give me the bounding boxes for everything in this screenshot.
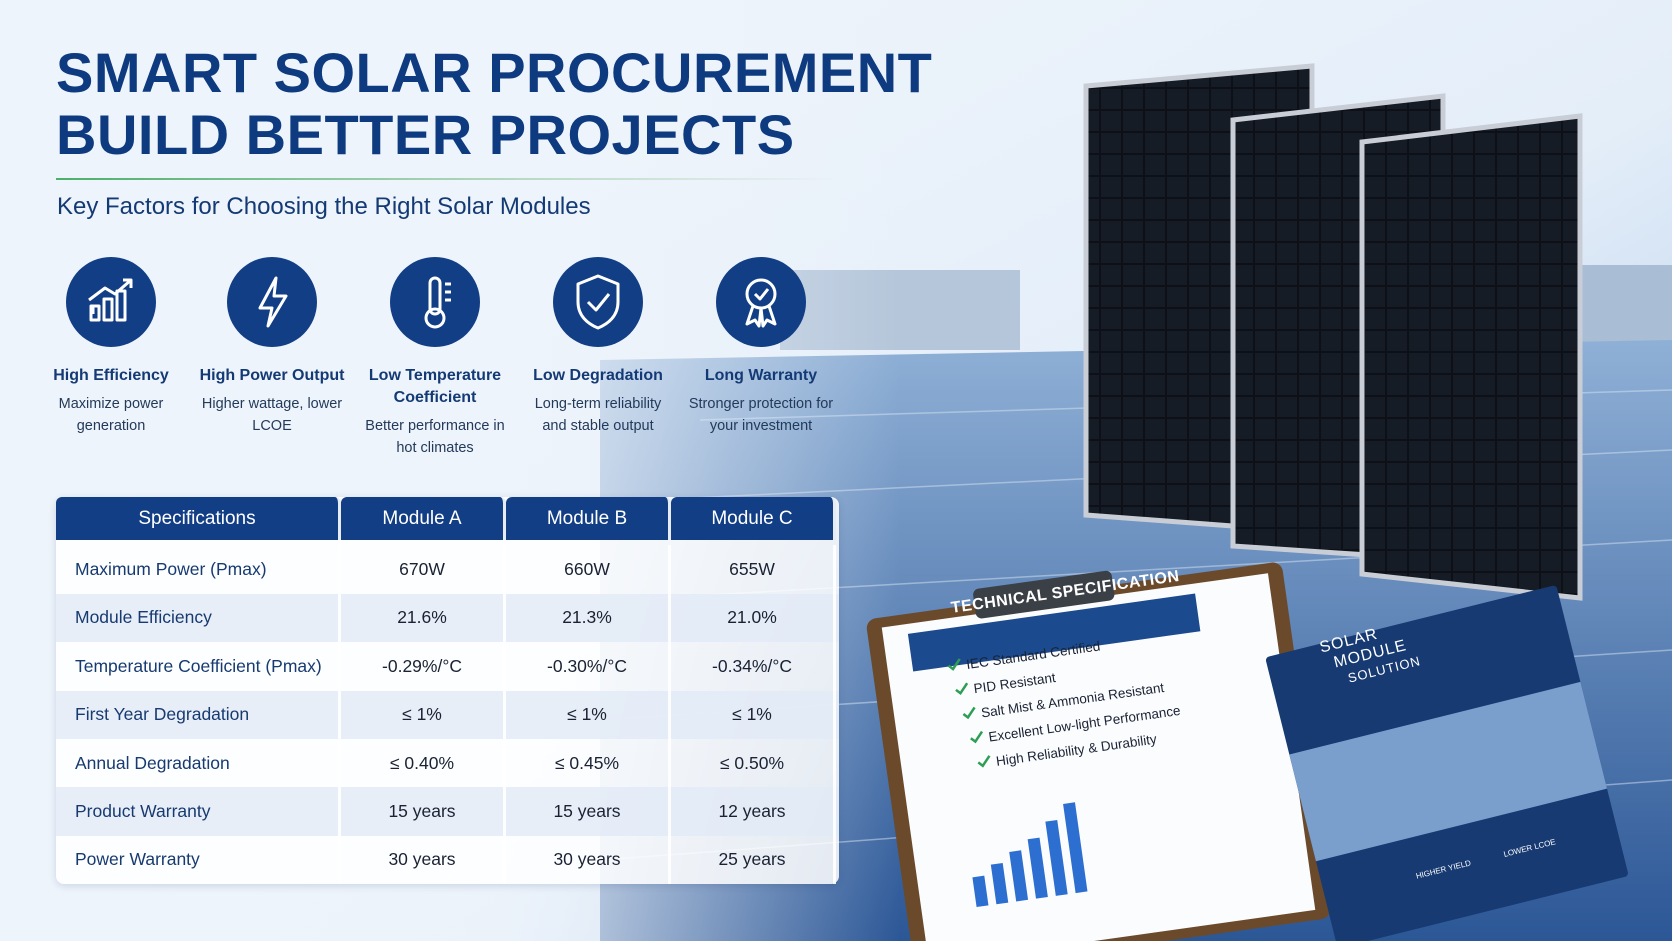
- table-cell: Module Efficiency: [56, 593, 341, 643]
- check-item: Excellent Low-light Performance: [955, 698, 1182, 754]
- table-cell: 660W: [506, 545, 671, 594]
- header-cell: Module B: [506, 497, 671, 540]
- check-icon: [968, 730, 990, 748]
- check-item: PID Resistant: [948, 648, 1175, 704]
- feature-icon: [552, 256, 644, 348]
- header-cell: Specifications: [56, 497, 341, 540]
- feature-icon: [389, 256, 481, 348]
- table-cell: 21.6%: [341, 593, 506, 643]
- table-row: Temperature Coefficient (Pmax) -0.29%/°C -…: [56, 642, 839, 691]
- table-header: Specifications Module A Module B Module C: [56, 497, 839, 545]
- header-cell: Module C: [671, 497, 836, 540]
- table-cell: -0.34%/°C: [671, 642, 836, 691]
- header-cell: Module A: [341, 497, 506, 540]
- table-cell: 12 years: [671, 787, 836, 836]
- feature-desc: Higher wattage, lower LCOE: [201, 396, 343, 434]
- feature: High Power Output Higher wattage, lower L…: [192, 256, 352, 437]
- check-icon: [946, 657, 968, 675]
- table-row: First Year Degradation ≤ 1% ≤ 1% ≤ 1%: [56, 690, 839, 739]
- table-cell: 655W: [671, 545, 836, 594]
- table-cell: ≤ 0.50%: [671, 738, 836, 788]
- table-cell: -0.29%/°C: [341, 642, 506, 691]
- feature-desc: Better performance in hot climates: [365, 418, 505, 456]
- clipboard-list: IEC Standard Certified PID Resistant Sal…: [945, 624, 1186, 779]
- feature-desc: Stronger protection for your investment: [688, 396, 834, 434]
- table-cell: Annual Degradation: [56, 738, 341, 788]
- table-cell: 30 years: [341, 835, 506, 885]
- table-row: Module Efficiency 21.6% 21.3% 21.0%: [56, 593, 839, 643]
- check: [955, 682, 969, 696]
- icon: [227, 257, 317, 347]
- check-icon: [953, 681, 975, 699]
- feature: Low Degradation Long-term reliability and…: [518, 256, 678, 437]
- check-icon: [975, 754, 997, 772]
- feature: Long Warranty Stronger protection for you…: [681, 256, 841, 437]
- table-cell: 670W: [341, 545, 506, 594]
- feature-title: Long Warranty: [704, 367, 818, 384]
- check: [947, 658, 961, 671]
- table-cell: Power Warranty: [56, 835, 341, 885]
- feature-icon: [65, 256, 157, 348]
- subtitle: Key Factors for Choosing the Right Solar…: [57, 193, 591, 220]
- table-cell: Maximum Power (Pmax): [56, 545, 341, 594]
- feature-title: Low Temperature Coefficient: [368, 367, 502, 406]
- feature-icon: [226, 256, 318, 348]
- table-cell: ≤ 1%: [671, 690, 836, 739]
- table-cell: 15 years: [506, 787, 671, 836]
- icon: [553, 257, 643, 347]
- feature: High Efficiency Maximize power generation: [31, 256, 191, 437]
- table-row: Product Warranty 15 years 15 years 12 years: [56, 787, 839, 836]
- feature-title: High Efficiency: [53, 367, 169, 384]
- table-cell: 25 years: [671, 835, 836, 885]
- table-cell: 21.3%: [506, 593, 671, 643]
- table-cell: 21.0%: [671, 593, 836, 643]
- table-cell: ≤ 1%: [506, 690, 671, 739]
- table-cell: ≤ 0.45%: [506, 738, 671, 788]
- table-cell: Temperature Coefficient (Pmax): [56, 642, 341, 691]
- icon: [716, 257, 806, 347]
- feature-icon: [715, 256, 807, 348]
- feature-desc: Maximize power generation: [58, 396, 164, 434]
- check: [962, 706, 976, 720]
- table-cell: -0.30%/°C: [506, 642, 671, 691]
- feature-title: High Power Output: [199, 367, 345, 384]
- table-cell: 30 years: [506, 835, 671, 885]
- table-cell: Product Warranty: [56, 787, 341, 836]
- table-cell: ≤ 0.40%: [341, 738, 506, 788]
- title: SMART SOLAR PROCUREMENT: [56, 41, 933, 104]
- table-cell: 15 years: [341, 787, 506, 836]
- table-cell: ≤ 1%: [341, 690, 506, 739]
- check-item: High Reliability & Durability: [959, 723, 1186, 779]
- check: [977, 755, 991, 768]
- feature: Low Temperature Coefficient Better perfor…: [355, 256, 515, 459]
- divider: [56, 178, 838, 180]
- check-icon: [961, 706, 983, 724]
- icon: [390, 257, 480, 347]
- check-item: Salt Mist & Ammonia Resistant: [952, 673, 1179, 729]
- icon: [66, 257, 156, 347]
- check: [970, 730, 984, 744]
- spec-table: Specifications Module A Module B Module C Ma…: [56, 497, 839, 885]
- table-row: Annual Degradation ≤ 0.40% ≤ 0.45% ≤ 0.50%: [56, 738, 839, 788]
- title: BUILD BETTER PROJECTS: [56, 103, 795, 166]
- check-item: IEC Standard Certified: [945, 624, 1172, 680]
- table-cell: First Year Degradation: [56, 690, 341, 739]
- feature-desc: Long-term reliability and stable output: [534, 396, 662, 434]
- feature-title: Low Degradation: [533, 367, 663, 384]
- table-row: Power Warranty 30 years 30 years 25 years: [56, 835, 839, 885]
- table-row: Maximum Power (Pmax) 670W 660W 655W: [56, 545, 839, 594]
